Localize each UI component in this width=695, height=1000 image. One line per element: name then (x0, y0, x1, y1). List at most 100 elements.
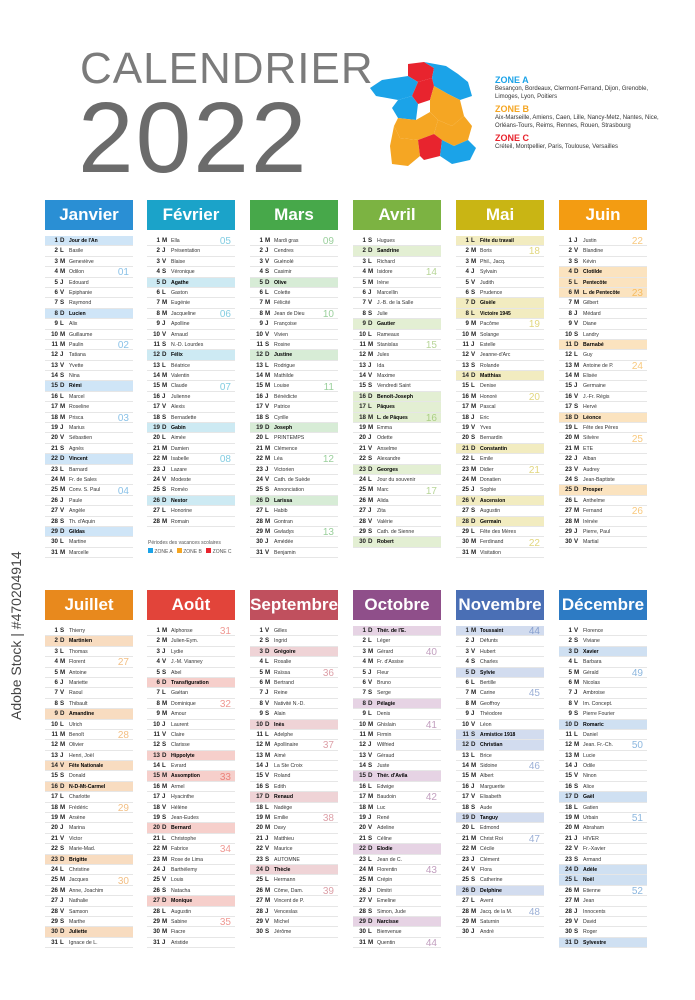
day-letter: J (471, 340, 475, 348)
day-row: 18 L Gatien (559, 803, 647, 814)
saint-name: Victor (69, 835, 83, 842)
day-number: 13 (256, 751, 263, 759)
day-row: 29 D Gildas (45, 526, 133, 538)
day-letter: D (265, 351, 270, 359)
day-row: 18 M Luc (353, 803, 441, 814)
day-row: 8 D Lucien (45, 308, 133, 320)
day-row: 27 J Nathalie (45, 896, 133, 907)
day-number: 18 (462, 413, 469, 421)
saint-name: Marcelle (69, 549, 89, 556)
month-header: Décembre (559, 590, 647, 620)
saint-name: Alphonse (171, 628, 193, 634)
day-row: 1 L Fête du travail (456, 236, 544, 247)
day-row: 12 D Félix (147, 350, 235, 361)
day-letter: V (60, 434, 65, 442)
saint-name: Ferdinand (480, 539, 504, 546)
saint-name: Gabin (171, 425, 186, 432)
day-number: 23 (359, 465, 366, 473)
day-number: 30 (359, 928, 366, 936)
day-number: 4 (54, 268, 58, 276)
day-letter: D (265, 793, 270, 801)
saint-name: Florentin (377, 866, 398, 873)
saint-name: Henri, Joël (69, 752, 94, 759)
day-row: 13 L Rodrigue (250, 361, 338, 372)
day-letter: M (265, 527, 271, 535)
week-number: 20 (528, 392, 540, 403)
saint-name: Géraud (377, 752, 395, 759)
day-letter: V (368, 517, 373, 525)
day-row: 28 M Romain (147, 517, 235, 527)
day-letter: D (368, 320, 373, 328)
day-number: 18 (256, 803, 263, 811)
day-row: 25 S Roméo (147, 485, 235, 496)
day-row: 4 S Véronique (147, 267, 235, 278)
day-row: 8 M Jean de Dieu (250, 309, 338, 320)
day-row: 21 M Damien (147, 444, 235, 455)
day-row: 17 M Pascal (456, 402, 544, 413)
saint-name: Michel (274, 918, 289, 925)
day-row: 23 V Audrey (559, 465, 647, 475)
day-letter: S (368, 455, 373, 463)
day-row: 24 V Flora (456, 865, 544, 876)
saint-name: Prisca (69, 414, 84, 421)
day-row: 1 S Thierry (45, 626, 133, 637)
day-row: 1 M Ella (147, 236, 235, 247)
day-letter: D (368, 917, 373, 925)
day-letter: M (574, 668, 580, 676)
saint-name: J.-B. de la Salle (377, 300, 414, 307)
day-number: 10 (462, 720, 469, 728)
day-number: 31 (153, 938, 160, 946)
day-number: 5 (54, 278, 58, 286)
day-row: 28 S Th. d'Aquin (45, 517, 133, 527)
saint-name: Raïssa (274, 669, 291, 676)
day-row: 3 L Richard (353, 257, 441, 268)
saint-name: Didier (480, 466, 494, 473)
saint-name: Th. d'Aquin (69, 518, 96, 525)
day-letter: V (162, 730, 167, 738)
day-letter: J (574, 382, 578, 390)
day-row: 15 L Denise (456, 381, 544, 392)
week-number: 45 (528, 688, 540, 700)
day-number: 5 (465, 668, 469, 676)
day-letter: V (60, 689, 65, 697)
day-row: 8 J Médard (559, 309, 647, 320)
day-row: 22 S Alexandre (353, 454, 441, 465)
day-number: 3 (54, 647, 58, 655)
saint-name: Anselme (377, 445, 398, 452)
saint-name: Pascal (480, 404, 496, 411)
saint-name: Pacôme (480, 321, 500, 328)
day-number: 20 (51, 824, 58, 832)
day-letter: L (265, 361, 269, 369)
saint-name: David (583, 918, 597, 925)
saint-name: Larissa (274, 497, 293, 504)
saint-name: Firmin (377, 731, 392, 738)
saint-name: Adeline (377, 825, 395, 832)
saint-name: Paulin (69, 341, 84, 348)
saint-name: Florence (583, 628, 604, 634)
day-row: 27 L Avent (456, 896, 544, 907)
saint-name: Béatrice (171, 362, 191, 369)
day-number: 10 (153, 720, 160, 728)
saint-name: Roland (274, 773, 291, 780)
saint-name: Louise (274, 383, 290, 390)
saint-name: Côme, Dam. (274, 887, 304, 894)
day-number: 14 (565, 762, 572, 770)
day-row: 14 M Elisée (559, 371, 647, 382)
day-number: 28 (359, 517, 366, 525)
day-row: 30 J André (456, 927, 544, 938)
day-number: 1 (156, 627, 160, 634)
saint-name: Fiacre (171, 929, 186, 936)
saint-name: Martial (583, 539, 599, 546)
day-letter: J (471, 637, 475, 645)
day-letter: V (265, 845, 270, 853)
day-letter: J (574, 237, 578, 244)
day-letter: D (368, 538, 373, 546)
day-letter: D (368, 392, 373, 400)
day-letter: L (471, 455, 475, 463)
day-row: 8 M Dominique (147, 699, 235, 710)
day-row: 7 L Gaétan (147, 688, 235, 699)
saint-name: Flora (480, 866, 492, 873)
month-days: 1 D Thér. de l'E. 2 L Léger 3 M Gérard 4 M Fr. d'As… (353, 626, 441, 949)
day-letter: L (368, 403, 372, 411)
saint-name: Nativité N.-D. (274, 700, 305, 707)
